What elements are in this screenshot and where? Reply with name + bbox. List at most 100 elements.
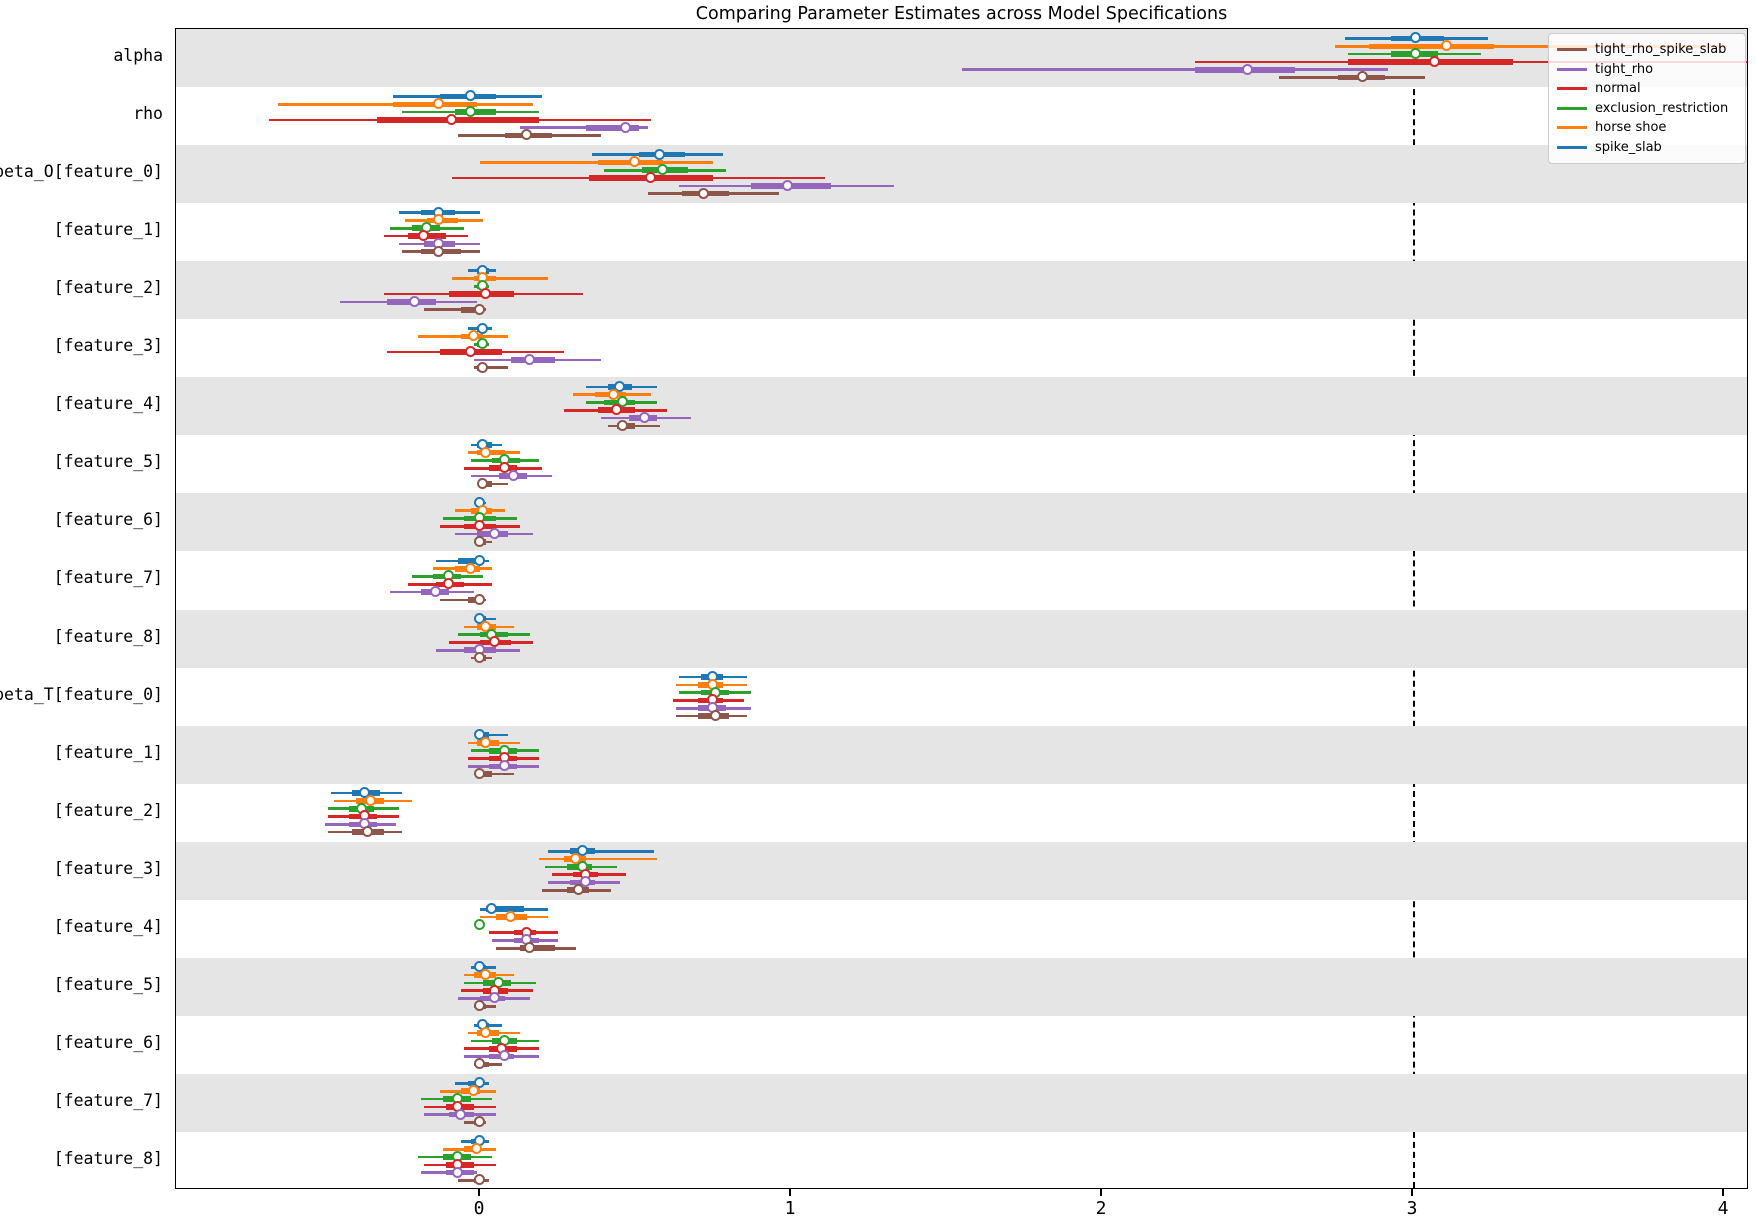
y-tick-label: [feature_4] xyxy=(53,394,163,414)
point-marker-tight_rho_spike_slab xyxy=(520,129,532,141)
legend-label: spike_slab xyxy=(1595,139,1662,155)
point-marker-tight_rho_spike_slab xyxy=(473,593,485,605)
interval-box-spike_slab xyxy=(458,558,480,564)
point-marker-spike_slab xyxy=(613,380,625,392)
point-marker-horse_shoe xyxy=(480,446,492,458)
interval-line-horse_shoe xyxy=(452,277,549,280)
interval-box-tight_rho_spike_slab xyxy=(461,306,484,313)
interval-line-spike_slab xyxy=(476,733,508,737)
row-band xyxy=(176,957,1747,1016)
point-marker-tight_rho_spike_slab xyxy=(473,535,485,547)
point-marker-horse_shoe xyxy=(467,1085,479,1097)
point-marker-normal xyxy=(610,404,622,416)
point-marker-tight_rho_spike_slab xyxy=(697,187,709,199)
point-marker-spike_slab xyxy=(654,148,666,160)
interval-box-tight_rho xyxy=(585,124,639,131)
legend-entry: exclusion_restriction xyxy=(1557,99,1737,119)
legend-entry: tight_rho_spike_slab xyxy=(1557,40,1737,60)
interval-line-spike_slab xyxy=(548,849,655,853)
interval-line-tight_rho_spike_slab xyxy=(439,598,487,602)
point-marker-normal xyxy=(464,346,476,358)
point-marker-tight_rho_spike_slab xyxy=(473,1058,485,1070)
interval-line-tight_rho_spike_slab xyxy=(473,366,508,370)
point-marker-tight_rho xyxy=(523,353,535,365)
point-marker-tight_rho xyxy=(408,295,420,307)
point-marker-horse_shoe xyxy=(467,330,479,342)
y-tick-label: [feature_1] xyxy=(53,742,163,762)
interval-line-tight_rho xyxy=(520,126,648,130)
point-marker-spike_slab xyxy=(477,322,488,334)
interval-line-tight_rho_spike_slab xyxy=(480,482,508,486)
y-tick-label: [feature_6] xyxy=(53,1032,163,1052)
legend-entry: spike_slab xyxy=(1557,138,1737,158)
x-tick-mark xyxy=(1722,1189,1724,1196)
point-marker-horse_shoe xyxy=(570,852,582,864)
y-tick-label: [feature_1] xyxy=(53,220,163,240)
interval-box-normal xyxy=(377,117,540,123)
legend-label: tight_rho xyxy=(1595,61,1654,77)
row-band xyxy=(176,145,1747,204)
interval-box-spike_slab xyxy=(486,906,524,913)
legend-entry: normal xyxy=(1557,79,1737,99)
legend-swatch-icon xyxy=(1557,106,1587,110)
point-marker-tight_rho xyxy=(489,992,501,1004)
point-marker-exclusion_restriction xyxy=(473,918,485,930)
point-marker-tight_rho_spike_slab xyxy=(473,1116,485,1128)
legend-label: normal xyxy=(1595,81,1641,97)
interval-line-tight_rho xyxy=(962,68,1389,72)
y-tick-label: [feature_2] xyxy=(53,278,163,298)
point-marker-normal xyxy=(489,636,501,648)
x-tick-label: 4 xyxy=(1717,1198,1729,1219)
point-marker-horse_shoe xyxy=(480,620,492,632)
x-tick-mark xyxy=(789,1189,791,1196)
x-tick-mark xyxy=(1411,1189,1413,1196)
point-marker-spike_slab xyxy=(473,1077,485,1089)
interval-box-tight_rho_spike_slab xyxy=(480,771,493,777)
point-marker-spike_slab xyxy=(576,845,588,857)
row-band xyxy=(176,1073,1747,1132)
point-marker-tight_rho_spike_slab xyxy=(1357,71,1369,83)
row-band xyxy=(176,725,1747,784)
legend-swatch-icon xyxy=(1557,87,1587,91)
row-band xyxy=(176,29,1747,88)
point-marker-tight_rho_spike_slab xyxy=(523,942,535,954)
point-marker-tight_rho xyxy=(1242,63,1254,75)
point-marker-exclusion_restriction xyxy=(657,164,669,176)
point-marker-tight_rho xyxy=(620,121,632,133)
point-marker-horse_shoe xyxy=(629,156,641,168)
y-tick-label: beta_O[feature_0] xyxy=(0,162,163,182)
point-marker-tight_rho_spike_slab xyxy=(473,651,485,663)
interval-line-horse_shoe xyxy=(1335,45,1728,48)
x-tick-label: 0 xyxy=(473,1198,485,1219)
point-marker-exclusion_restriction xyxy=(464,106,476,118)
point-marker-tight_rho xyxy=(638,411,650,423)
x-tick-mark xyxy=(478,1189,480,1196)
point-marker-tight_rho xyxy=(498,760,510,772)
point-marker-normal xyxy=(473,520,485,532)
y-tick-label: [feature_3] xyxy=(53,336,163,356)
point-marker-exclusion_restriction xyxy=(477,338,488,350)
x-tick-label: 1 xyxy=(784,1198,796,1219)
point-marker-tight_rho xyxy=(430,586,442,598)
row-band xyxy=(176,609,1747,668)
interval-line-tight_rho_spike_slab xyxy=(473,772,515,776)
point-marker-tight_rho xyxy=(579,876,591,888)
point-marker-exclusion_restriction xyxy=(616,396,628,408)
interval-line-horse_shoe xyxy=(539,857,658,861)
point-marker-tight_rho_spike_slab xyxy=(710,709,722,721)
point-marker-horse_shoe xyxy=(480,1027,492,1039)
legend-entry: tight_rho xyxy=(1557,60,1737,80)
point-marker-normal xyxy=(445,113,457,125)
point-marker-normal xyxy=(498,462,510,474)
point-marker-spike_slab xyxy=(473,961,485,973)
x-tick-label: 3 xyxy=(1406,1198,1418,1219)
interval-box-spike_slab xyxy=(467,1080,480,1087)
point-marker-tight_rho xyxy=(498,1050,510,1062)
y-tick-label: [feature_5] xyxy=(53,974,163,994)
x-tick-label: 2 xyxy=(1095,1198,1107,1219)
point-marker-tight_rho xyxy=(489,528,501,540)
point-marker-spike_slab xyxy=(358,787,370,799)
legend-swatch-icon xyxy=(1557,67,1587,71)
point-marker-horse_shoe xyxy=(480,736,492,748)
